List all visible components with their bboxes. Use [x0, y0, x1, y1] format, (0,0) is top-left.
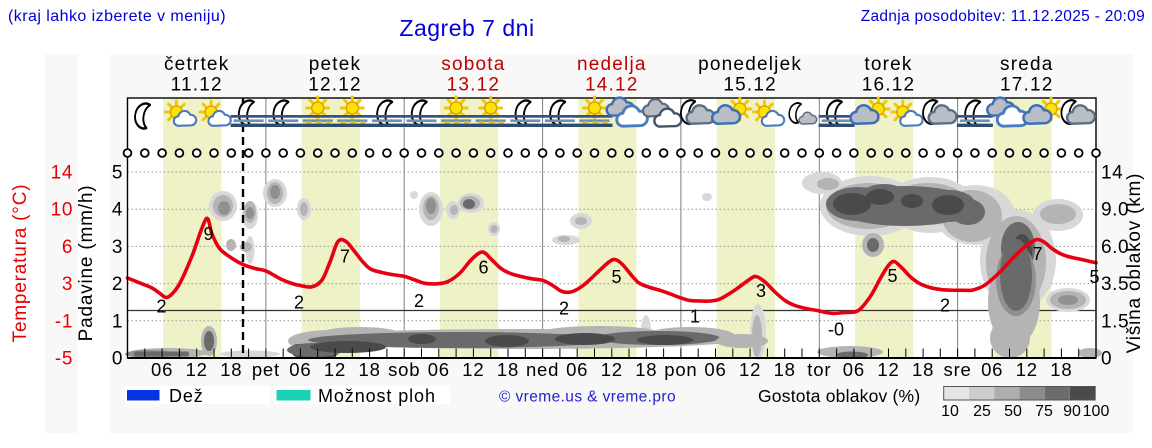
svg-text:1: 1	[690, 307, 700, 327]
svg-text:2: 2	[156, 297, 166, 317]
svg-text:1.5: 1.5	[1101, 311, 1129, 332]
svg-text:2: 2	[112, 274, 123, 295]
svg-text:Gostota oblakov (%): Gostota oblakov (%)	[758, 386, 920, 406]
svg-text:2: 2	[940, 296, 950, 316]
svg-text:06: 06	[289, 359, 311, 380]
svg-text:ned: ned	[526, 359, 559, 380]
svg-text:75: 75	[1035, 403, 1053, 420]
svg-text:18: 18	[220, 359, 242, 380]
svg-text:10: 10	[941, 403, 959, 420]
svg-text:3.5: 3.5	[1101, 274, 1129, 295]
svg-text:12: 12	[601, 359, 623, 380]
svg-text:© vreme.us & vreme.pro: © vreme.us & vreme.pro	[499, 389, 676, 406]
svg-text:16.12: 16.12	[862, 75, 916, 96]
svg-text:Zagreb 7 dni: Zagreb 7 dni	[399, 15, 534, 41]
svg-text:0: 0	[112, 349, 123, 370]
svg-text:7: 7	[340, 247, 350, 267]
svg-text:06: 06	[704, 359, 726, 380]
svg-text:06: 06	[566, 359, 588, 380]
svg-text:Zadnja posodobitev: 11.12.2025: Zadnja posodobitev: 11.12.2025 - 20:09	[861, 8, 1145, 25]
svg-text:Padavine (mm/h): Padavine (mm/h)	[76, 185, 97, 342]
svg-text:3: 3	[62, 274, 73, 295]
svg-text:2: 2	[414, 291, 424, 311]
svg-text:nedelja: nedelja	[577, 54, 647, 75]
svg-text:petek: petek	[309, 54, 361, 75]
svg-text:6: 6	[62, 237, 73, 258]
svg-text:15.12: 15.12	[723, 75, 777, 96]
svg-text:Temperatura (°C): Temperatura (°C)	[10, 184, 31, 343]
svg-text:06: 06	[428, 359, 450, 380]
svg-text:18: 18	[635, 359, 657, 380]
svg-text:3: 3	[756, 281, 766, 301]
svg-text:14: 14	[51, 163, 73, 184]
svg-text:3: 3	[112, 237, 123, 258]
svg-text:četrtek: četrtek	[164, 54, 229, 75]
svg-text:sobota: sobota	[441, 54, 505, 75]
svg-text:torek: torek	[864, 54, 912, 75]
svg-text:0: 0	[1101, 349, 1112, 370]
svg-text:18: 18	[1050, 359, 1072, 380]
svg-text:5: 5	[112, 163, 123, 184]
svg-text:14: 14	[1101, 163, 1123, 184]
svg-text:1: 1	[112, 311, 123, 332]
svg-text:12: 12	[877, 359, 899, 380]
svg-text:(kraj lahko izberete v meniju): (kraj lahko izberete v meniju)	[8, 8, 226, 25]
svg-text:18: 18	[774, 359, 796, 380]
svg-text:12: 12	[186, 359, 208, 380]
svg-text:17.12: 17.12	[1000, 75, 1054, 96]
svg-text:Višina oblakov (km): Višina oblakov (km)	[1124, 173, 1145, 354]
svg-text:5: 5	[1089, 267, 1099, 287]
svg-text:tor: tor	[807, 359, 831, 380]
svg-text:12.12: 12.12	[308, 75, 362, 96]
svg-text:-1: -1	[55, 311, 73, 332]
svg-text:11.12: 11.12	[171, 75, 223, 96]
svg-text:12: 12	[462, 359, 484, 380]
svg-text:2: 2	[294, 293, 304, 313]
svg-text:5: 5	[611, 267, 621, 287]
svg-text:06: 06	[151, 359, 173, 380]
svg-text:sob: sob	[388, 359, 420, 380]
svg-text:9: 9	[203, 224, 213, 244]
svg-text:ponedeljek: ponedeljek	[698, 54, 802, 75]
svg-text:90: 90	[1063, 403, 1081, 420]
svg-text:18: 18	[359, 359, 381, 380]
svg-text:sreda: sreda	[1000, 54, 1054, 75]
svg-text:100: 100	[1083, 403, 1110, 420]
svg-text:6: 6	[478, 258, 488, 278]
svg-text:2: 2	[559, 299, 569, 319]
svg-text:06: 06	[981, 359, 1003, 380]
svg-text:12: 12	[739, 359, 761, 380]
svg-text:6.0: 6.0	[1101, 237, 1129, 258]
svg-text:4: 4	[112, 200, 123, 221]
svg-text:18: 18	[912, 359, 934, 380]
svg-text:12: 12	[324, 359, 346, 380]
svg-text:10: 10	[51, 200, 73, 221]
svg-text:sre: sre	[944, 359, 972, 380]
svg-text:pon: pon	[664, 359, 697, 380]
svg-text:18: 18	[497, 359, 519, 380]
svg-text:50: 50	[1004, 403, 1022, 420]
svg-text:12: 12	[1016, 359, 1038, 380]
svg-text:-0: -0	[828, 320, 844, 340]
svg-text:06: 06	[843, 359, 865, 380]
svg-text:Dež: Dež	[169, 386, 204, 406]
svg-text:5: 5	[887, 266, 897, 286]
svg-text:Možnost ploh: Možnost ploh	[318, 386, 436, 406]
svg-text:13.12: 13.12	[447, 75, 501, 96]
svg-text:-5: -5	[55, 349, 73, 370]
svg-text:25: 25	[973, 403, 991, 420]
svg-text:pet: pet	[252, 359, 280, 380]
svg-text:7: 7	[1032, 244, 1042, 264]
svg-text:14.12: 14.12	[585, 75, 639, 96]
svg-text:9.0: 9.0	[1101, 200, 1129, 221]
